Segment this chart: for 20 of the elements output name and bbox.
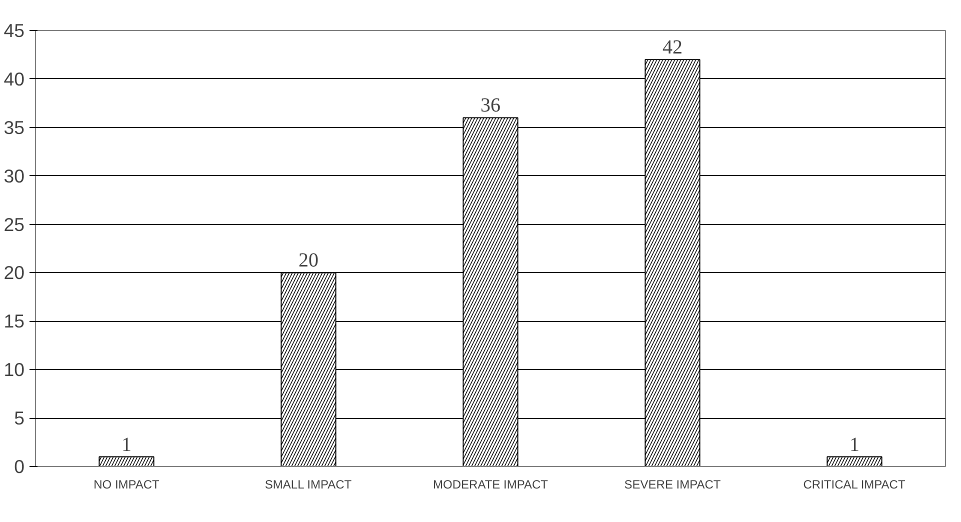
- y-tick-label: 30: [4, 165, 25, 186]
- y-tick-label: 5: [14, 408, 25, 429]
- x-tick-label: SEVERE IMPACT: [624, 478, 722, 492]
- y-tick-label: 10: [4, 359, 25, 380]
- y-tick-label: 0: [14, 456, 25, 477]
- data-label: 42: [662, 36, 682, 59]
- y-tick-label: 20: [4, 262, 25, 284]
- x-tick-label: CRITICAL IMPACT: [803, 478, 906, 492]
- y-tick-label: 40: [4, 68, 25, 90]
- y-tick-label: 25: [4, 214, 25, 235]
- data-label: 1: [122, 434, 132, 456]
- data-label: 36: [480, 94, 500, 117]
- x-tick-label: NO IMPACT: [94, 478, 160, 492]
- data-label: 1: [850, 434, 860, 456]
- y-tick-label: 15: [4, 310, 25, 332]
- data-label: 20: [298, 250, 318, 272]
- x-tick-label: SMALL IMPACT: [264, 478, 352, 492]
- x-tick-label: MODERATE IMPACT: [433, 478, 549, 492]
- y-tick-label: 45: [4, 20, 25, 41]
- y-tick-label: 35: [4, 116, 25, 138]
